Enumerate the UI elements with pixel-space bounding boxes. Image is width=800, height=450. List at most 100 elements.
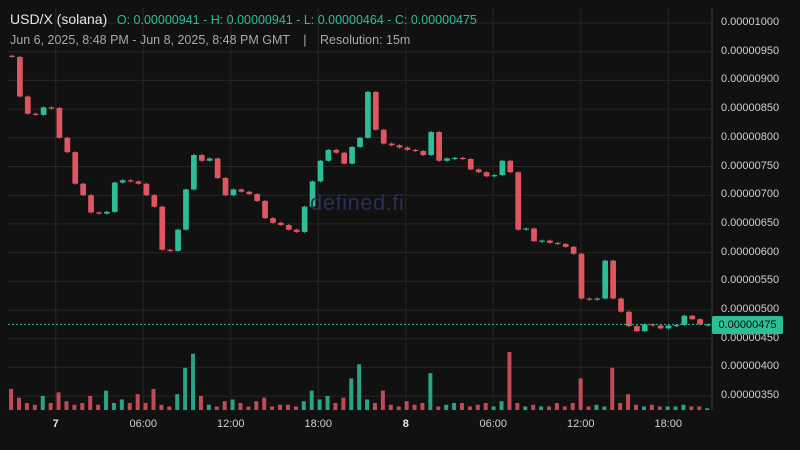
candle [159, 206, 166, 250]
candlesticks [9, 54, 711, 333]
candle [412, 149, 419, 152]
candle [293, 229, 300, 232]
candle [365, 91, 371, 138]
price-tick-label: 0.00000850 [721, 102, 780, 115]
volume-bars [9, 352, 710, 410]
volume-bar [531, 404, 536, 410]
candle [578, 253, 585, 299]
volume-bar [238, 402, 243, 410]
resolution-label[interactable]: Resolution: 15m [320, 33, 411, 47]
volume-bar [206, 404, 211, 410]
candle [515, 172, 522, 230]
candle [104, 211, 110, 214]
candle [254, 194, 261, 201]
time-tick-label: 06:00 [479, 418, 508, 430]
time-tick-label: 06:00 [129, 418, 157, 430]
price-tick-label: 0.00000550 [721, 274, 780, 287]
candle [325, 149, 332, 161]
volume-bar [151, 388, 156, 410]
time-tick-label: 7 [52, 418, 59, 430]
volume-bar [610, 367, 615, 410]
candle [135, 181, 142, 184]
candle [119, 180, 126, 183]
candle [238, 189, 245, 192]
candle [127, 180, 134, 182]
time-range: Jun 6, 2025, 8:48 PM - Jun 8, 2025, 8:48… [10, 33, 290, 47]
candle [602, 260, 609, 299]
volume-bar [175, 394, 180, 410]
price-tick-label: 0.00000600 [721, 245, 780, 258]
volume-bar [24, 402, 29, 410]
volume-bar [483, 402, 488, 410]
candle [270, 218, 276, 223]
candle [111, 182, 118, 212]
candle [665, 325, 672, 329]
volume-bar [586, 406, 591, 410]
volume-bar [317, 399, 322, 410]
candle [72, 152, 79, 184]
candle [167, 249, 174, 251]
candle [570, 246, 577, 254]
volume-bar [349, 378, 354, 410]
candle [491, 175, 498, 177]
time-tick-label: 18:00 [304, 418, 333, 430]
chart-subheader: Jun 6, 2025, 8:48 PM - Jun 8, 2025, 8:48… [10, 33, 410, 47]
candle [697, 319, 703, 325]
volume-bar [198, 395, 203, 410]
candle [681, 315, 688, 325]
volume-bar [72, 404, 77, 410]
price-tick-label: 0.00000400 [721, 360, 780, 373]
candle [24, 96, 31, 114]
volume-bar [657, 406, 662, 410]
candle [64, 137, 71, 153]
volume-bar [17, 397, 22, 410]
volume-bar [285, 404, 290, 410]
candle [444, 158, 450, 161]
candle [420, 151, 427, 156]
candle [618, 298, 624, 312]
candle [96, 212, 102, 214]
candle [404, 147, 411, 150]
candle [705, 324, 711, 326]
volume-bar [673, 406, 678, 410]
volume-bar [111, 402, 116, 410]
candle [317, 160, 324, 182]
volume-bar [444, 404, 449, 410]
candle [230, 189, 237, 196]
candle [246, 191, 253, 195]
volume-bar [436, 406, 441, 410]
candle [333, 149, 340, 153]
time-tick-label: 12:00 [216, 418, 245, 430]
volume-bar [88, 395, 93, 410]
volume-bar [301, 401, 306, 410]
volume-bar [119, 399, 124, 410]
candle [341, 152, 348, 164]
volume-bar [104, 390, 109, 410]
volume-bar [222, 401, 227, 410]
volume-bar [428, 373, 433, 410]
volume-bar [641, 406, 646, 410]
volume-bar [80, 402, 85, 410]
volume-bar [665, 406, 670, 410]
volume-bar [523, 406, 528, 410]
volume-bar [56, 392, 61, 410]
volume-bar [626, 394, 631, 410]
separator: | [303, 33, 307, 47]
time-tick-label: 18:00 [654, 418, 683, 430]
candle [175, 229, 181, 251]
last-price-tag: 0.00000475 [712, 316, 783, 334]
volume-bar [388, 404, 393, 410]
volume-bar [499, 401, 504, 410]
volume-bar [705, 408, 710, 410]
volume-bar [333, 402, 338, 410]
volume-bar [230, 399, 235, 410]
volume-bar [309, 390, 314, 410]
volume-bar [127, 402, 132, 410]
candle [641, 324, 648, 332]
volume-bar [135, 394, 140, 410]
candle [554, 242, 561, 245]
chart-header: USD/X (solana) O: 0.00000941 - H: 0.0000… [10, 11, 477, 27]
candle [507, 160, 514, 173]
volume-bar [191, 353, 196, 410]
